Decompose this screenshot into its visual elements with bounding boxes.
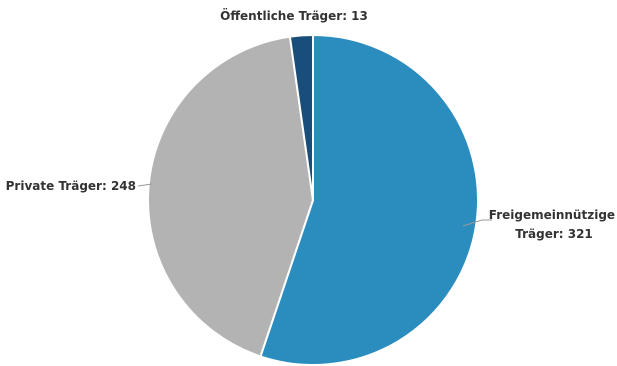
slice-oeffentliche: [288, 34, 314, 201]
pie-slices: [147, 34, 479, 366]
leader-freigemeinnuetzige: [462, 219, 492, 227]
pie-labels: Freigemeinnützige Träger: 321 Private Tr…: [6, 8, 617, 241]
slice-freigemeinnuetzige: [259, 34, 479, 366]
leader-private: [137, 183, 153, 187]
label-freigemeinnuetzige: Freigemeinnützige Träger: 321: [489, 208, 617, 241]
label-private: Private Träger: 248: [6, 179, 136, 193]
label-oeffentliche: Öffentliche Träger: 13: [220, 8, 368, 23]
